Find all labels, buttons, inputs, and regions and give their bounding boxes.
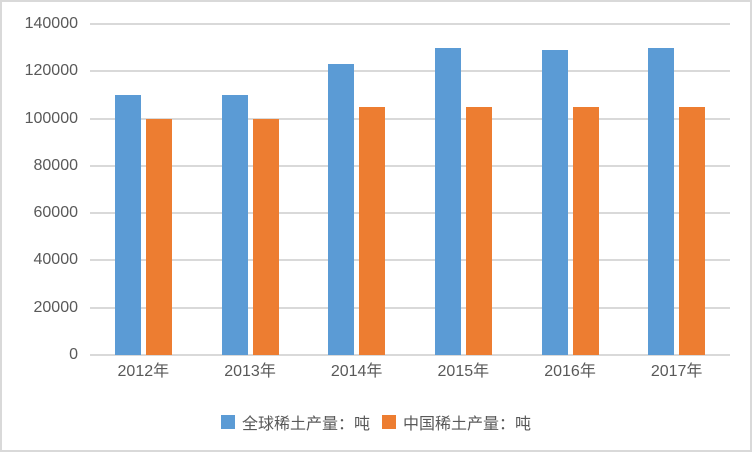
legend-swatch-icon xyxy=(220,415,235,429)
y-tick-label-40000: 40000 xyxy=(33,251,79,269)
legend-item-global: 全球稀土产量：吨 xyxy=(220,410,370,434)
gridline-120000 xyxy=(90,70,730,73)
y-tick-label-100000: 100000 xyxy=(24,109,78,127)
y-tick-label-20000: 20000 xyxy=(33,298,79,316)
bar-global-2015 xyxy=(434,47,461,355)
legend-item-china: 中国稀土产量：吨 xyxy=(382,410,531,434)
legend-swatch-icon xyxy=(382,415,396,429)
bar-china-2012 xyxy=(145,118,172,355)
legend: 全球稀土产量：吨 中国稀土产量：吨 xyxy=(2,410,750,434)
x-tick-label-2012: 2012年 xyxy=(117,363,170,380)
x-tick-label-2014: 2014年 xyxy=(330,363,383,380)
gridline-20000 xyxy=(90,306,730,309)
x-tick-label-2013: 2013年 xyxy=(224,363,276,380)
y-tick-label-140000: 140000 xyxy=(24,15,78,32)
bar-global-2012 xyxy=(114,94,141,355)
bar-china-2017 xyxy=(679,106,706,356)
y-tick-label-120000: 120000 xyxy=(24,62,78,80)
x-tick-label-2016: 2016年 xyxy=(544,363,596,380)
bar-china-2013 xyxy=(252,118,279,355)
gridline-100000 xyxy=(90,117,730,120)
y-tick-label-80000: 80000 xyxy=(33,156,79,174)
bar-global-2013 xyxy=(221,94,248,355)
gridline-60000 xyxy=(90,212,730,215)
gridline-40000 xyxy=(90,259,730,262)
gridline-0 xyxy=(90,354,730,356)
gridline-80000 xyxy=(90,164,730,167)
bar-china-2014 xyxy=(359,106,386,356)
bar-global-2017 xyxy=(648,47,675,355)
bar-china-2015 xyxy=(465,106,492,356)
y-tick-label-60000: 60000 xyxy=(33,204,79,222)
bar-china-2016 xyxy=(572,106,599,356)
legend-label-china: 中国稀土产量：吨 xyxy=(403,416,532,433)
y-tick-label-0: 0 xyxy=(69,346,78,363)
bar-global-2014 xyxy=(328,64,355,355)
bar-global-2016 xyxy=(541,50,568,355)
gridline-140000 xyxy=(90,23,730,25)
x-tick-label-2017: 2017年 xyxy=(650,363,703,380)
x-tick-label-2015: 2015年 xyxy=(437,363,490,380)
legend-label-global: 全球稀土产量：吨 xyxy=(241,416,370,433)
